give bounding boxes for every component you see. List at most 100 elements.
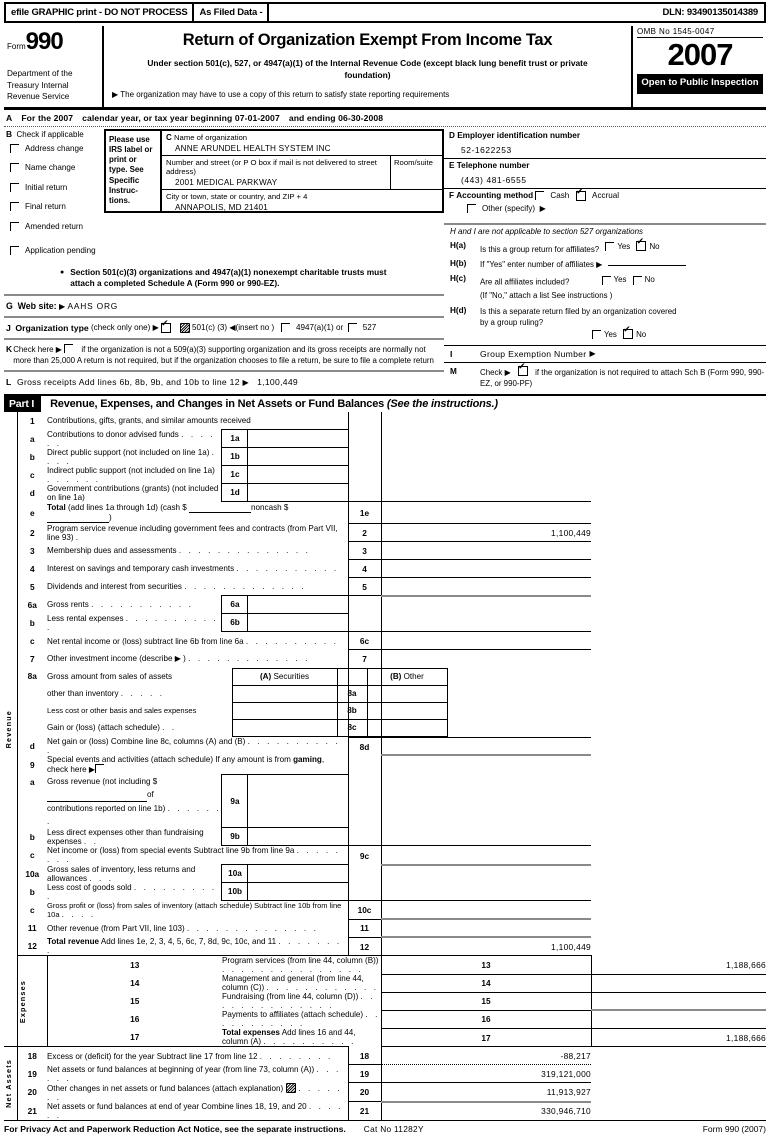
- checkbox-icon[interactable]: [10, 143, 19, 153]
- amount-label: 13: [380, 955, 592, 975]
- amount-value[interactable]: 1,100,449: [381, 523, 591, 542]
- table-row-1a: a Contributions to donor advised funds .…: [4, 429, 766, 449]
- phone-caption: E Telephone number: [449, 161, 761, 170]
- amount-value: [381, 430, 591, 448]
- amount-value[interactable]: [381, 736, 591, 757]
- checkbox-icon[interactable]: [10, 221, 19, 231]
- checkbox-application-pending[interactable]: Application pending: [4, 241, 104, 261]
- amount-value[interactable]: [381, 541, 591, 560]
- h-d-yes[interactable]: Yes: [592, 329, 617, 341]
- amount-value: [381, 466, 591, 484]
- amount-value[interactable]: [591, 973, 766, 993]
- checkbox-initial-return[interactable]: Initial return: [4, 178, 104, 198]
- table-row-1c: c Indirect public support (not included …: [4, 465, 766, 485]
- checkbox-final-return[interactable]: Final return: [4, 197, 104, 217]
- identity-left: B Check if applicable Address change Nam…: [4, 127, 444, 392]
- checkbox-icon[interactable]: [632, 275, 642, 285]
- line-num: 9: [29, 760, 35, 770]
- amount-value[interactable]: [591, 991, 766, 1012]
- securities-header: (A) Securities: [231, 667, 338, 686]
- amount-value[interactable]: [591, 1009, 766, 1029]
- checkbox-cash-icon[interactable]: [535, 191, 545, 200]
- checkbox-icon[interactable]: [10, 182, 19, 192]
- securities-value-8c[interactable]: [231, 718, 338, 737]
- group-exemption-row: I Group Exemption Number ▶: [444, 344, 766, 363]
- securities-value-8a[interactable]: [231, 684, 338, 703]
- amount-value[interactable]: [381, 900, 591, 921]
- checkbox-icon[interactable]: [10, 202, 19, 212]
- line-desc: Net assets or fund balances at end of ye…: [47, 1101, 343, 1120]
- amount-label: [347, 595, 382, 614]
- amount-value[interactable]: 1,188,666: [726, 959, 766, 970]
- checkbox-icon[interactable]: [10, 163, 19, 173]
- line-num: 16: [130, 1014, 140, 1025]
- table-row-17: 17 Total expenses Add lines 16 and 44, c…: [4, 1027, 766, 1048]
- checkbox-icon[interactable]: [601, 275, 611, 285]
- checkbox-line-k-icon[interactable]: [64, 343, 74, 353]
- checkbox-4947a1-icon[interactable]: [280, 323, 290, 332]
- box-value[interactable]: [247, 882, 349, 902]
- checkbox-icon[interactable]: [10, 246, 19, 256]
- attachment-icon[interactable]: [286, 1082, 297, 1093]
- box-value[interactable]: [247, 595, 349, 615]
- checkbox-amended-return[interactable]: Amended return: [4, 217, 104, 237]
- checkbox-name-change[interactable]: Name change: [4, 158, 104, 178]
- h-d-no[interactable]: No: [623, 325, 646, 341]
- organization-type-hint: (check only one): [90, 323, 151, 332]
- checkbox-icon[interactable]: [605, 242, 615, 252]
- checkbox-other-icon[interactable]: [467, 203, 476, 213]
- checkbox-accrual-icon[interactable]: [576, 187, 587, 201]
- amount-value[interactable]: 1,188,666: [591, 1027, 766, 1048]
- line-num: e: [29, 507, 35, 518]
- h-a-yes[interactable]: Yes: [605, 241, 630, 253]
- amount-label: [347, 667, 382, 737]
- box-value[interactable]: [247, 774, 349, 829]
- amount-value[interactable]: -88,217: [560, 1050, 591, 1061]
- line-m-body: Check ▶ if the organization is not requi…: [480, 362, 766, 389]
- line-desc: Less cost or other basis and sales expen…: [47, 706, 197, 716]
- box-value[interactable]: [247, 483, 349, 503]
- checkbox-icon[interactable]: [623, 325, 634, 340]
- checkbox-address-change[interactable]: Address change: [4, 139, 104, 159]
- amount-value[interactable]: 1,100,449: [381, 936, 591, 957]
- please-use-irs-label-text: Please use IRS label or print or type. S…: [106, 130, 162, 211]
- checkbox-icon[interactable]: [592, 330, 601, 340]
- amount-value[interactable]: 11,913,927: [381, 1082, 591, 1103]
- organization-name-caption: C Name of organization: [166, 133, 438, 142]
- amount-value[interactable]: [381, 649, 591, 668]
- amount-value[interactable]: 319,121,000: [381, 1064, 591, 1083]
- checkbox-gaming-icon[interactable]: [95, 764, 104, 774]
- line-desc: Total revenue Add lines 1e, 2, 3, 4, 5, …: [47, 937, 342, 956]
- attachment-icon[interactable]: [180, 323, 191, 333]
- h-c-no[interactable]: No: [632, 274, 655, 286]
- amount-value[interactable]: [381, 631, 591, 650]
- checkbox-line-m-icon[interactable]: [517, 362, 528, 376]
- checkbox-icon[interactable]: [636, 237, 647, 252]
- amount-value[interactable]: [381, 559, 591, 578]
- box-value[interactable]: [247, 429, 349, 449]
- box-value[interactable]: [247, 447, 349, 467]
- section-501c3-note-text: Section 501(c)(3) organizations and 4947…: [70, 266, 387, 289]
- website-value[interactable]: AAHS ORG: [67, 300, 119, 311]
- box-value[interactable]: [247, 827, 349, 847]
- amount-label: 3: [347, 541, 382, 560]
- amount-value[interactable]: [381, 918, 591, 939]
- h-c-yes[interactable]: Yes: [601, 274, 626, 286]
- organization-type-501c-value: 501(c) (3): [192, 323, 228, 332]
- h-b-input-line[interactable]: [607, 264, 686, 266]
- amount-value[interactable]: [381, 501, 591, 524]
- masthead-left: Form 990 Department of the Treasury Inte…: [4, 26, 104, 107]
- h-a-no[interactable]: No: [636, 237, 660, 253]
- box-value[interactable]: [247, 864, 349, 884]
- organization-name-value: ANNE ARUNDEL HEALTH SYSTEM INC: [175, 143, 331, 153]
- box-value[interactable]: [247, 465, 349, 485]
- box-value[interactable]: [247, 613, 349, 633]
- amount-value[interactable]: [381, 845, 591, 866]
- amount-value[interactable]: [381, 577, 591, 597]
- securities-value-8b[interactable]: [231, 701, 338, 720]
- city-state-zip-cell: City or town, state or country, and ZIP …: [162, 190, 442, 214]
- checkbox-527-icon[interactable]: [347, 323, 357, 332]
- checkbox-501c-icon[interactable]: [161, 319, 172, 333]
- amount-label: [347, 882, 382, 901]
- amount-value[interactable]: 330,946,710: [381, 1101, 591, 1120]
